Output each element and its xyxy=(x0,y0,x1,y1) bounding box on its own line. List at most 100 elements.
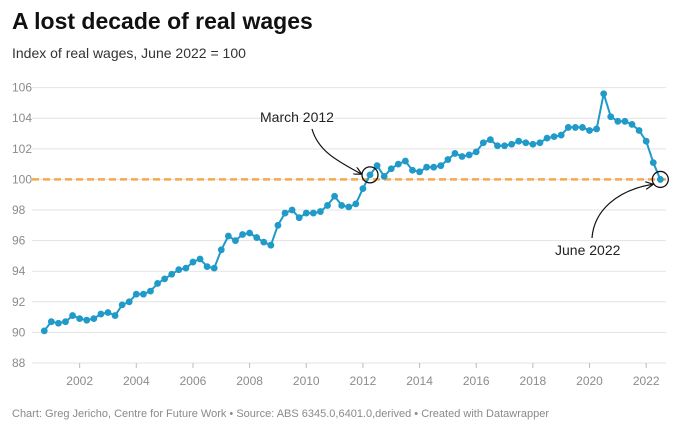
data-point xyxy=(246,229,254,237)
y-tick-label: 100 xyxy=(12,172,32,186)
data-point xyxy=(267,241,275,249)
data-point xyxy=(642,137,650,145)
data-point xyxy=(97,310,105,318)
data-point xyxy=(614,117,622,125)
data-point xyxy=(288,206,296,214)
data-point xyxy=(416,168,423,176)
y-tick-label: 102 xyxy=(12,142,32,156)
data-point xyxy=(83,316,91,324)
y-tick-label: 88 xyxy=(12,356,26,370)
y-tick-label: 104 xyxy=(12,111,32,125)
data-point xyxy=(317,208,324,215)
data-points xyxy=(40,90,664,335)
y-tick-label: 92 xyxy=(12,295,26,309)
data-point xyxy=(331,192,338,200)
data-point xyxy=(508,140,516,148)
annotation-arrow-june-2022 xyxy=(591,184,652,239)
data-point xyxy=(352,200,360,208)
data-point xyxy=(373,162,381,170)
data-point xyxy=(90,315,98,323)
data-point xyxy=(387,165,395,173)
x-tick-label: 2012 xyxy=(350,374,377,388)
x-tick-label: 2004 xyxy=(123,374,150,388)
data-point xyxy=(656,176,664,183)
y-tick-label: 98 xyxy=(12,203,26,217)
data-point xyxy=(593,125,601,133)
data-point xyxy=(203,263,211,271)
data-point xyxy=(168,270,176,278)
y-axis-tick-labels: 88 90 92 94 96 98 100 102 104 106 xyxy=(12,81,32,370)
data-point xyxy=(529,140,537,148)
data-point xyxy=(451,150,459,157)
annotation-label-march-2012: March 2012 xyxy=(260,109,334,125)
data-point xyxy=(182,264,190,272)
data-point xyxy=(217,246,225,254)
data-point xyxy=(76,315,84,323)
data-point xyxy=(564,124,572,131)
data-point xyxy=(600,90,608,98)
data-point xyxy=(69,312,76,319)
data-point xyxy=(402,157,409,165)
x-tick-label: 2020 xyxy=(576,374,603,388)
x-tick-label: 2008 xyxy=(236,374,263,388)
data-point xyxy=(522,139,530,147)
data-point xyxy=(423,163,431,171)
annotations: March 2012 June 2022 xyxy=(260,109,669,258)
x-tick-label: 2014 xyxy=(406,374,433,388)
data-point xyxy=(309,209,317,217)
data-point xyxy=(486,136,494,144)
data-point xyxy=(239,231,246,238)
data-point xyxy=(253,234,261,241)
data-point xyxy=(444,156,452,163)
x-tick-label: 2022 xyxy=(633,374,660,388)
x-tick-label: 2002 xyxy=(66,374,93,388)
data-point xyxy=(175,266,183,274)
data-point xyxy=(55,319,62,327)
data-point xyxy=(139,290,147,298)
data-point xyxy=(232,237,239,245)
data-point xyxy=(196,255,204,263)
data-point xyxy=(409,166,416,174)
data-point xyxy=(338,202,346,209)
data-point xyxy=(494,142,501,150)
y-tick-label: 94 xyxy=(12,264,26,278)
data-point xyxy=(295,214,303,222)
data-point xyxy=(274,221,282,229)
x-tick-label: 2016 xyxy=(463,374,490,388)
series-line xyxy=(43,92,662,332)
data-point xyxy=(161,275,169,283)
data-point xyxy=(147,287,154,295)
data-point xyxy=(550,133,558,141)
data-point xyxy=(62,318,69,326)
data-point xyxy=(47,318,55,326)
x-tick-label: 2010 xyxy=(293,374,320,388)
data-point xyxy=(359,185,367,193)
data-point xyxy=(260,238,268,246)
data-point xyxy=(472,148,480,156)
data-point xyxy=(132,290,140,298)
data-point xyxy=(118,301,126,309)
annotation-label-june-2022: June 2022 xyxy=(555,242,621,258)
data-point xyxy=(607,113,615,121)
data-point xyxy=(465,151,473,159)
chart-subtitle: Index of real wages, June 2022 = 100 xyxy=(12,45,246,61)
data-point xyxy=(479,139,487,147)
data-point xyxy=(536,139,544,147)
data-point xyxy=(324,202,331,209)
data-point xyxy=(458,153,466,160)
y-tick-label: 106 xyxy=(12,81,32,95)
data-point xyxy=(437,162,445,170)
data-point xyxy=(430,163,438,171)
data-point xyxy=(125,298,133,306)
data-point xyxy=(302,209,310,217)
data-point xyxy=(635,127,643,134)
data-point xyxy=(649,159,657,167)
data-point xyxy=(224,232,232,240)
gridlines xyxy=(32,87,666,368)
data-point xyxy=(366,171,374,179)
data-point xyxy=(154,280,161,287)
data-point xyxy=(621,117,629,125)
data-point xyxy=(345,203,353,211)
data-point xyxy=(104,309,112,316)
